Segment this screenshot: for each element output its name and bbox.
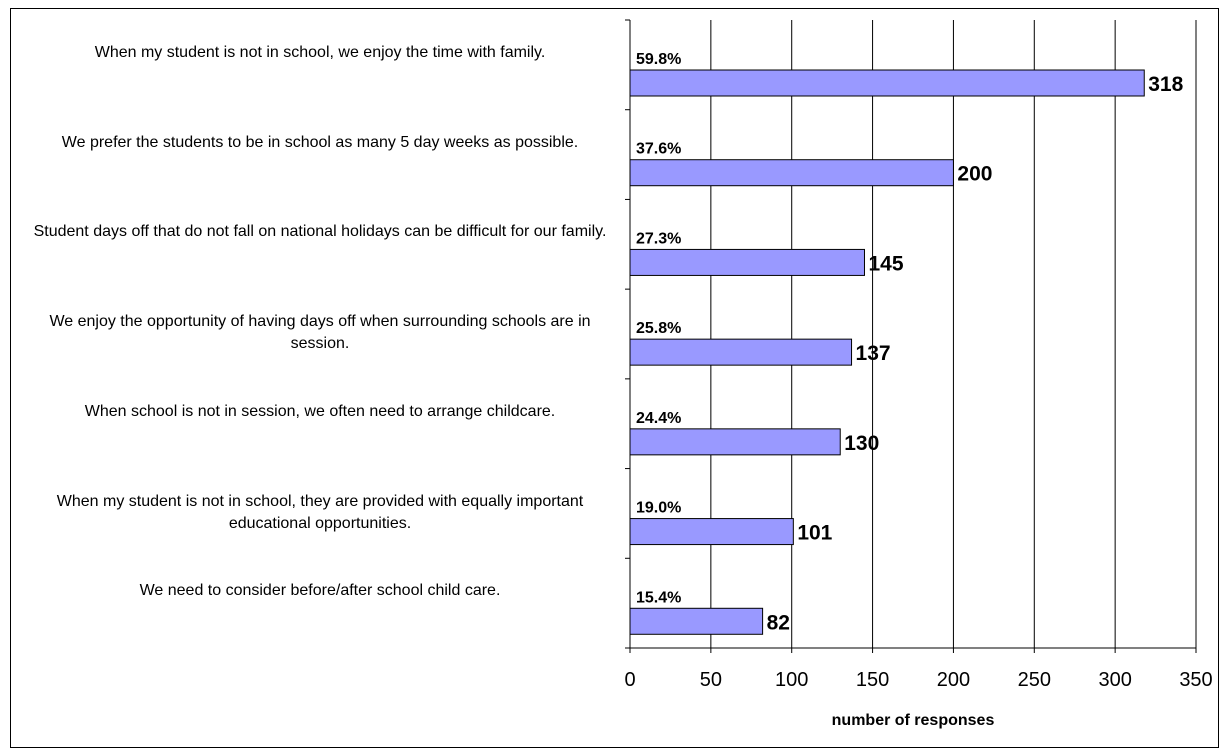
bar: [629, 248, 865, 276]
percent-label: 19.0%: [636, 500, 681, 517]
percent-label: 15.4%: [636, 589, 681, 606]
bar: [629, 518, 794, 546]
value-label: 200: [957, 163, 992, 186]
category-label: We enjoy the opportunity of having days …: [49, 313, 591, 353]
chart-frame: [10, 8, 1219, 748]
category-label: We need to consider before/after school …: [139, 582, 501, 600]
bar: [629, 159, 954, 187]
category-label: When my student is not in school, they a…: [56, 492, 584, 532]
percent-label: 37.6%: [636, 141, 681, 158]
category-label: When my student is not in school, we enj…: [94, 44, 546, 61]
value-label: 130: [844, 432, 879, 455]
value-label: 137: [856, 342, 891, 365]
value-label: 318: [1148, 73, 1183, 96]
category-label: When school is not in session, we often …: [84, 402, 556, 420]
bar: [629, 69, 1145, 97]
category-label: Student days off that do not fall on nat…: [33, 223, 607, 241]
percent-label: 25.8%: [636, 320, 681, 337]
percent-label: 59.8%: [636, 51, 681, 68]
x-tick-label: 100: [775, 669, 808, 691]
x-tick-label: 250: [1018, 669, 1051, 691]
x-tick-label: 350: [1179, 669, 1212, 691]
x-tick-label: 0: [624, 669, 635, 691]
x-tick-label: 50: [700, 669, 722, 691]
bar: [629, 428, 841, 456]
bar: [629, 338, 853, 366]
x-tick-label: 150: [856, 669, 889, 691]
x-tick-label: 200: [937, 669, 970, 691]
value-label: 145: [868, 252, 903, 275]
percent-label: 27.3%: [636, 230, 681, 247]
category-label: We prefer the students to be in school a…: [61, 133, 579, 151]
x-axis-title: number of responses: [832, 712, 995, 729]
value-label: 82: [767, 611, 790, 634]
bar: [629, 607, 764, 635]
x-tick-label: 300: [1098, 669, 1131, 691]
value-label: 101: [797, 522, 832, 545]
percent-label: 24.4%: [636, 410, 681, 427]
